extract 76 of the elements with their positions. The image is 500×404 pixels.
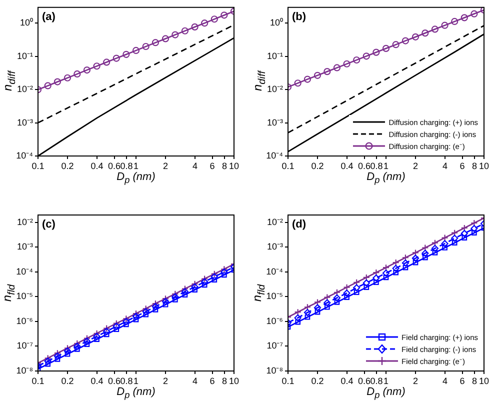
annotation: (c) — [42, 218, 56, 231]
x-tick-label: 8 — [472, 376, 478, 386]
x-tick-label: 0.2 — [311, 376, 324, 386]
y-tick-label: 10⁻⁴ — [16, 266, 34, 276]
x-tick-label: 0.6 — [108, 160, 121, 171]
x-tick-label: 0.8 — [120, 160, 133, 171]
x-tick-label: 10 — [478, 376, 490, 386]
y-tick-label: 10⁻⁴ — [266, 150, 284, 160]
x-tick-label: 0.8 — [370, 376, 383, 386]
x-tick-label: 10 — [478, 160, 490, 171]
y-tick-label: 10⁻³ — [266, 117, 283, 128]
x-tick-label: 0.4 — [340, 160, 354, 171]
y-tick-label: 10⁻³ — [266, 242, 283, 252]
x-tick-label: 8 — [222, 376, 228, 386]
x-tick-label: 0.4 — [90, 376, 104, 386]
x-tick-label: 8 — [472, 160, 478, 171]
y-tick-label: 10⁻⁸ — [266, 365, 284, 376]
x-axis-title: D$_{p}$ (nm) — [366, 386, 406, 400]
x-tick-label: 4 — [192, 160, 198, 171]
y-tick-label: 10⁻⁴ — [266, 266, 284, 276]
x-tick-label: 6 — [210, 160, 215, 171]
y-tick-label: 10⁻⁵ — [266, 291, 284, 302]
x-tick-label: 0.6 — [358, 376, 371, 386]
y-tick-label: 10⁻³ — [16, 242, 33, 252]
y-tick-label: 10⁰ — [270, 18, 283, 28]
annotation: (a) — [42, 10, 56, 23]
x-tick-label: 10 — [228, 376, 240, 386]
y-tick-label: 10⁻⁷ — [266, 340, 283, 351]
y-tick-label: 10⁻⁷ — [16, 340, 33, 351]
y-tick-label: 10⁻⁴ — [16, 150, 34, 160]
x-tick-label: 0.2 — [61, 376, 74, 386]
x-tick-label: 10 — [228, 160, 240, 171]
y-tick-label: 10⁻⁵ — [16, 291, 34, 302]
x-tick-label: 2 — [412, 376, 418, 386]
annotation: (d) — [292, 218, 306, 231]
y-tick-label: 10⁻⁶ — [16, 316, 34, 326]
x-tick-label: 0.2 — [311, 160, 324, 171]
x-tick-label: 0.4 — [90, 160, 104, 171]
x-tick-label: 0.6 — [108, 376, 121, 386]
x-tick-label: 2 — [412, 160, 418, 171]
x-tick-label: 0.1 — [32, 376, 44, 386]
x-tick-label: 1 — [133, 160, 139, 171]
x-axis-title: D$_{p}$ (nm) — [116, 171, 156, 186]
y-tick-label: 10⁻³ — [16, 117, 33, 128]
x-tick-label: 0.6 — [358, 160, 371, 171]
y-tick-label: 10⁻¹ — [266, 50, 283, 61]
x-tick-label: 1 — [133, 376, 139, 386]
x-tick-label: 6 — [460, 160, 465, 171]
x-tick-label: 6 — [210, 376, 215, 386]
x-tick-label: 0.8 — [370, 160, 383, 171]
x-axis-title: D$_{p}$ (nm) — [116, 386, 156, 400]
x-tick-label: 0.4 — [340, 376, 354, 386]
x-tick-label: 0.1 — [32, 160, 44, 171]
x-tick-label: 1 — [383, 160, 389, 171]
x-tick-label: 6 — [460, 376, 465, 386]
x-tick-label: 8 — [222, 160, 228, 171]
annotation: (b) — [292, 10, 306, 23]
x-tick-label: 4 — [442, 376, 448, 386]
y-tick-label: 10⁻⁸ — [16, 365, 34, 376]
y-tick-label: 10⁻² — [266, 216, 283, 227]
x-tick-label: 1 — [383, 376, 389, 386]
y-tick-label: 10⁰ — [20, 18, 33, 28]
x-axis-title: D$_{p}$ (nm) — [366, 171, 406, 186]
x-tick-label: 2 — [162, 376, 168, 386]
x-tick-label: 4 — [442, 160, 448, 171]
x-tick-label: 0.1 — [282, 160, 294, 171]
x-tick-label: 0.8 — [120, 376, 133, 386]
y-tick-label: 10⁻¹ — [16, 50, 33, 61]
y-tick-label: 10⁻² — [266, 84, 283, 94]
x-tick-label: 4 — [192, 376, 198, 386]
y-tick-label: 10⁻² — [16, 216, 33, 227]
x-tick-label: 2 — [162, 160, 168, 171]
x-tick-label: 0.2 — [61, 160, 74, 171]
x-tick-label: 0.1 — [282, 376, 294, 386]
y-tick-label: 10⁻⁶ — [266, 316, 284, 326]
y-tick-label: 10⁻² — [16, 84, 33, 94]
